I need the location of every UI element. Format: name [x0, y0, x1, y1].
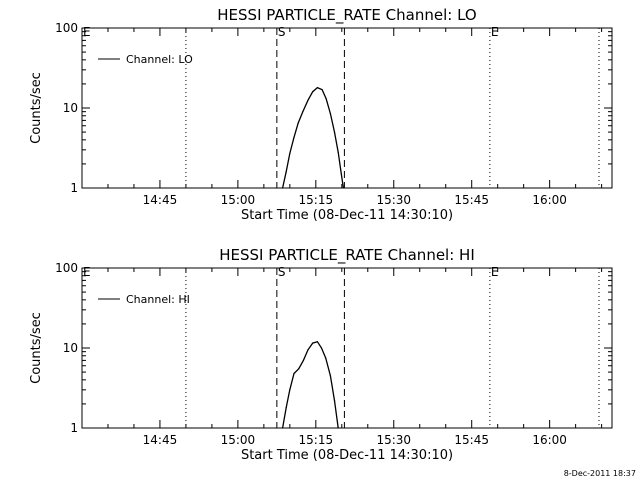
lo-legend-label: Channel: LO: [126, 53, 193, 66]
hi-data-point: [281, 427, 284, 429]
hi-data-point: [325, 357, 327, 359]
hi-y-axis-label: Counts/sec: [29, 312, 44, 384]
hi-plot-frame: [81, 267, 613, 429]
lo-data-point: [340, 173, 342, 175]
hi-data-point: [293, 372, 295, 375]
hi-ytick-label: 100: [55, 261, 78, 275]
lo-data-point: [342, 187, 344, 189]
hi-xtick-label: 15:45: [454, 433, 489, 447]
hi-data-point: [333, 400, 336, 402]
lo-ytick-label: 1: [70, 181, 78, 195]
hi-xtick-label: 15:30: [376, 433, 411, 447]
lo-ytick-label: 100: [55, 21, 78, 35]
hi-data-point: [337, 427, 339, 429]
lo-data-point: [307, 99, 309, 101]
hi-xtick-label: 15:00: [221, 433, 256, 447]
lo-data-point: [302, 111, 304, 113]
hi-data-point: [302, 359, 304, 361]
hi-xtick-label: 14:45: [143, 433, 178, 447]
lo-xtick-label: 14:45: [143, 193, 178, 207]
hi-chart-title: HESSI PARTICLE_RATE Channel: HI: [219, 246, 475, 265]
hi-marker-e-label: E: [491, 265, 499, 279]
lo-marker-s-label: S: [278, 25, 286, 39]
lo-xtick-label: 15:45: [454, 193, 489, 207]
hi-marker-e-label: E: [83, 265, 91, 279]
lo-data-point: [285, 171, 287, 173]
lo-data-point: [293, 136, 295, 138]
hi-data-point: [285, 406, 287, 409]
hi-xtick-label: 15:15: [299, 433, 334, 447]
hi-ytick-label: 10: [63, 341, 78, 355]
lo-data-point: [325, 98, 327, 100]
plot-timestamp: 8-Dec-2011 18:37: [564, 469, 636, 478]
lo-data-point: [312, 91, 314, 93]
hi-data-point: [289, 389, 291, 391]
lo-series-line: [281, 86, 345, 189]
hi-series-line: [281, 340, 339, 429]
lo-chart-title: HESSI PARTICLE_RATE Channel: LO: [217, 6, 476, 25]
hi-legend-label: Channel: HI: [126, 293, 190, 306]
hi-data-point: [307, 349, 309, 351]
lo-plot-frame: [81, 27, 613, 189]
lo-ytick-label: 10: [63, 101, 78, 115]
lo-data-point: [329, 113, 331, 115]
hi-data-point: [298, 368, 300, 370]
lo-xtick-label: 16:00: [532, 193, 567, 207]
lo-xtick-label: 15:15: [299, 193, 334, 207]
lo-data-point: [321, 88, 323, 91]
hi-ytick-label: 1: [70, 421, 78, 435]
lo-data-point: [337, 151, 339, 153]
hi-data-point: [329, 375, 331, 377]
lo-marker-e-label: E: [83, 25, 91, 39]
lo-data-point: [289, 152, 291, 155]
hi-xtick-label: 16:00: [532, 433, 567, 447]
hi-data-point: [316, 341, 318, 343]
lo-data-point: [297, 122, 299, 124]
lo-marker-e-label: E: [491, 25, 499, 39]
lo-xtick-label: 15:30: [376, 193, 411, 207]
lo-data-point: [316, 86, 318, 89]
lo-y-axis-label: Counts/sec: [29, 72, 44, 144]
hi-data-point: [312, 342, 314, 344]
lo-x-axis-label: Start Time (08-Dec-11 14:30:10): [241, 208, 453, 223]
hi-data-point: [320, 347, 323, 349]
lo-xtick-label: 15:00: [221, 193, 256, 207]
lo-data-point: [281, 187, 284, 189]
hi-x-axis-label: Start Time (08-Dec-11 14:30:10): [241, 448, 453, 463]
lo-data-point: [333, 131, 336, 133]
hi-marker-s-label: S: [278, 265, 286, 279]
